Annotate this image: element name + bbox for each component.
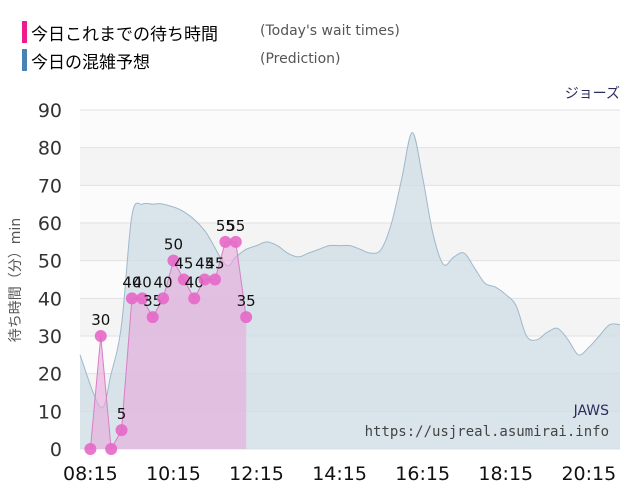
y-tick-label: 40 xyxy=(38,288,62,310)
actual-point xyxy=(229,235,242,248)
actual-point-label: 40 xyxy=(154,273,173,291)
actual-point xyxy=(219,235,232,248)
x-tick-label: 08:15 xyxy=(63,463,118,485)
actual-point xyxy=(125,292,138,305)
actual-point-label: 45 xyxy=(195,255,214,273)
chart-title: ジョーズ xyxy=(565,86,620,102)
y-tick-label: 50 xyxy=(38,251,62,273)
y-tick-label: 20 xyxy=(38,364,62,386)
actual-point-label: 45 xyxy=(205,255,224,273)
grid-band xyxy=(80,110,620,148)
actual-point xyxy=(146,311,159,324)
actual-point-label: 40 xyxy=(122,273,141,291)
x-tick-label: 12:15 xyxy=(229,463,284,485)
legend-predicted-label: 今日の混雑予想 xyxy=(31,52,150,73)
watermark-name: JAWS xyxy=(573,403,610,419)
actual-line xyxy=(89,241,247,451)
watermark-url: https://usjreal.asumirai.info xyxy=(365,424,609,440)
actual-point xyxy=(136,292,149,305)
actual-point xyxy=(84,443,97,455)
y-tick-label: 90 xyxy=(38,100,62,122)
y-tick-label: 0 xyxy=(50,439,62,461)
actual-point xyxy=(105,443,118,455)
x-tick-label: 16:15 xyxy=(395,463,450,485)
actual-point xyxy=(209,273,221,286)
x-tick-label: 20:15 xyxy=(561,463,616,485)
prediction-line xyxy=(79,132,621,409)
actual-point xyxy=(115,424,128,437)
actual-point-label: 40 xyxy=(133,273,152,291)
y-axis-label: 待ち時間（分）min xyxy=(8,218,24,342)
y-tick-label: 30 xyxy=(38,326,62,348)
actual-point xyxy=(167,254,180,267)
y-tick-label: 60 xyxy=(38,213,62,235)
actual-point-label: 50 xyxy=(164,236,183,254)
axes: 0 10 20 30 40 50 60 70 80 90 08:15 10:15 12:15 14:15 1… xyxy=(38,100,616,485)
actual-point xyxy=(177,273,190,286)
actual-point-label: 45 xyxy=(174,255,193,273)
grid-band xyxy=(80,147,620,186)
y-tick-label: 80 xyxy=(38,138,62,160)
actual-point-label: 35 xyxy=(237,292,256,310)
actual-point-label: 30 xyxy=(91,311,110,329)
legend-actual-swatch xyxy=(22,21,27,43)
actual-point xyxy=(94,330,107,342)
x-tick-label: 18:15 xyxy=(478,463,533,485)
legend-predicted-swatch xyxy=(22,49,27,71)
actual-point xyxy=(198,273,211,286)
x-tick-label: 10:15 xyxy=(146,463,201,485)
legend-predicted-en: (Prediction) xyxy=(260,51,341,67)
legend-actual-en: (Today's wait times) xyxy=(260,23,400,39)
legend-predicted: 今日の混雑予想 xyxy=(22,48,150,73)
actual-point xyxy=(157,292,170,305)
actual-point-label: 5 xyxy=(117,405,127,423)
actual-series xyxy=(89,241,247,451)
y-tick-label: 70 xyxy=(38,175,62,197)
actual-area xyxy=(90,241,247,449)
legend-actual-label: 今日これまでの待ち時間 xyxy=(31,24,218,45)
y-tick-label: 10 xyxy=(38,401,62,423)
actual-point-label: 55 xyxy=(216,217,235,235)
x-tick-label: 14:15 xyxy=(312,463,367,485)
actual-point xyxy=(240,311,253,324)
actual-point xyxy=(188,292,201,305)
legend-actual: 今日これまでの待ち時間 xyxy=(22,20,218,45)
actual-point-label: 55 xyxy=(226,217,245,235)
